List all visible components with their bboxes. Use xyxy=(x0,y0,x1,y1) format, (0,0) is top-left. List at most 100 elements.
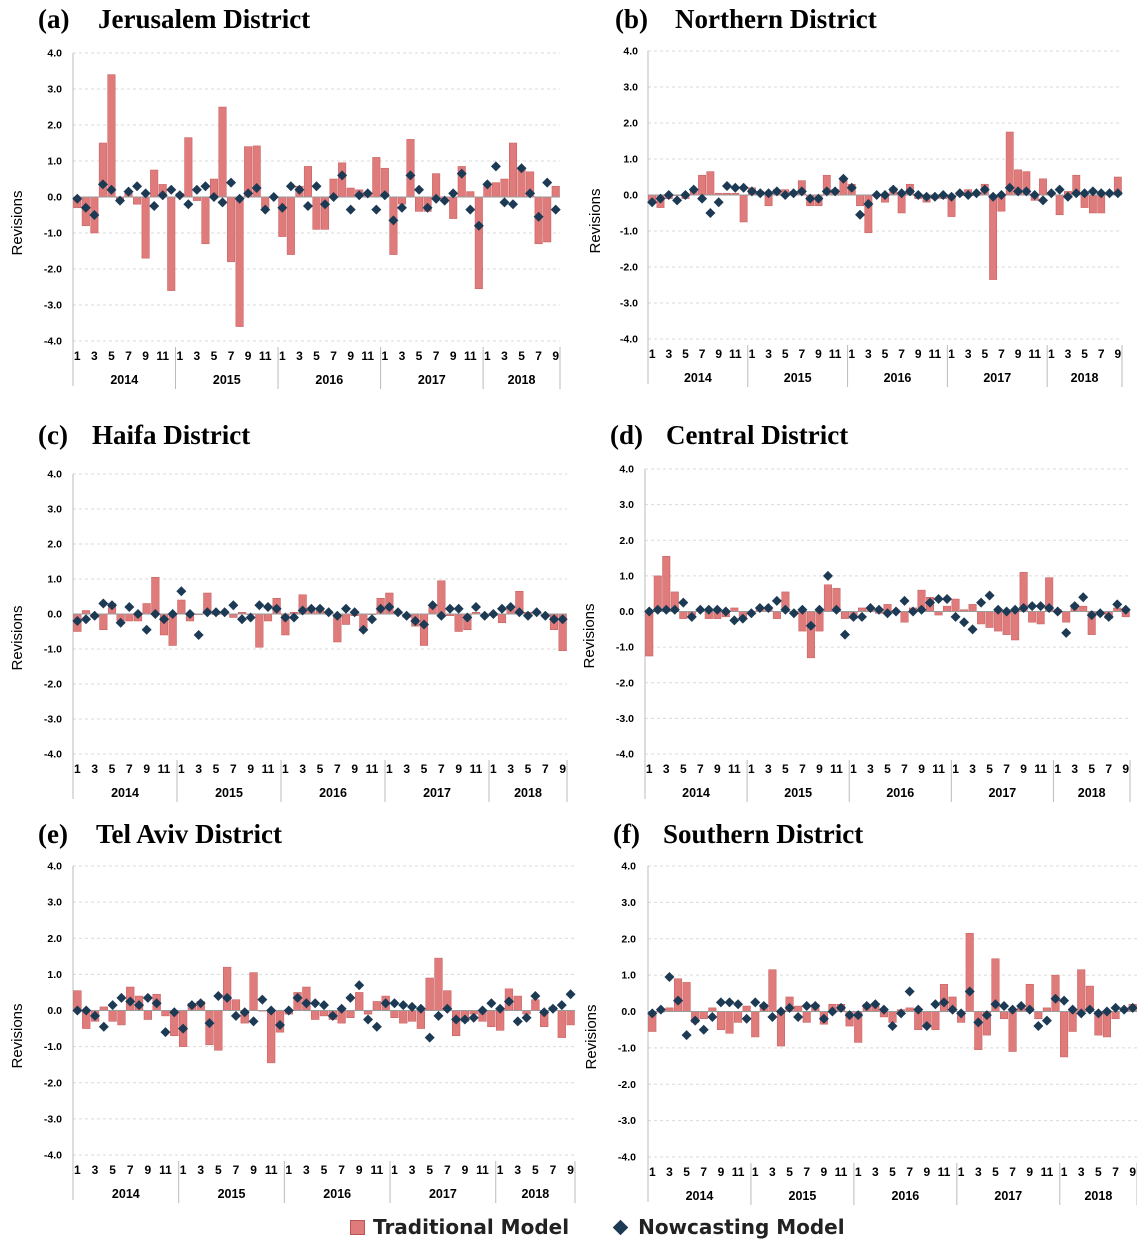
year-label: 2018 xyxy=(521,1187,549,1201)
bar-traditional xyxy=(739,194,748,223)
month-tick-label: 3 xyxy=(663,762,670,776)
y-tick-label: 0.0 xyxy=(619,606,634,618)
point-nowcasting xyxy=(984,590,995,601)
point-nowcasting xyxy=(1027,601,1038,612)
point-nowcasting xyxy=(114,195,125,206)
point-nowcasting xyxy=(801,1001,812,1012)
month-tick-label: 9 xyxy=(455,762,462,776)
point-nowcasting xyxy=(345,204,356,215)
point-nowcasting xyxy=(1103,611,1114,622)
point-nowcasting xyxy=(1069,601,1080,612)
point-nowcasting xyxy=(836,1002,847,1013)
point-nowcasting xyxy=(1071,188,1082,199)
point-nowcasting xyxy=(1044,602,1055,613)
point-nowcasting xyxy=(401,610,412,621)
bar-traditional xyxy=(716,1011,725,1030)
point-nowcasting xyxy=(899,595,910,606)
bar-traditional xyxy=(407,1010,417,1022)
point-nowcasting xyxy=(98,1021,109,1032)
bar-traditional xyxy=(1008,1011,1017,1052)
bar-traditional xyxy=(566,1010,575,1026)
bar-traditional xyxy=(372,1001,381,1011)
y-tick-label: -4.0 xyxy=(618,1152,636,1164)
point-nowcasting xyxy=(90,1010,101,1021)
year-label: 2016 xyxy=(315,373,343,387)
bar-traditional xyxy=(227,196,236,263)
point-nowcasting xyxy=(327,1010,338,1021)
month-tick-label: 7 xyxy=(126,762,133,776)
point-nowcasting xyxy=(557,614,568,625)
point-nowcasting xyxy=(547,1003,558,1014)
month-tick-label: 5 xyxy=(889,1165,896,1179)
bar-traditional xyxy=(934,611,943,616)
bar-traditional xyxy=(99,1006,108,1011)
bar-traditional xyxy=(201,196,210,245)
bar-traditional xyxy=(454,613,463,632)
point-nowcasting xyxy=(838,173,849,184)
month-tick-label: 3 xyxy=(1065,347,1072,361)
point-nowcasting xyxy=(405,170,416,181)
point-nowcasting xyxy=(219,607,230,618)
point-nowcasting xyxy=(367,614,377,625)
month-tick-label: 7 xyxy=(1112,1165,1119,1179)
month-tick-label: 5 xyxy=(992,1165,999,1179)
y-tick-label: 1.0 xyxy=(623,154,638,166)
month-tick-label: 1 xyxy=(952,762,959,776)
point-nowcasting xyxy=(908,606,919,617)
month-tick-label: 5 xyxy=(782,347,789,361)
y-tick-label: -4.0 xyxy=(620,334,638,346)
point-nowcasting xyxy=(80,202,91,213)
point-nowcasting xyxy=(389,998,400,1009)
point-nowcasting xyxy=(332,610,343,621)
point-nowcasting xyxy=(490,161,501,172)
point-nowcasting xyxy=(1096,188,1107,199)
year-label: 2017 xyxy=(423,786,451,800)
month-tick-label: 1 xyxy=(279,349,286,363)
month-tick-label: 5 xyxy=(682,347,689,361)
month-tick-label: 1 xyxy=(749,347,756,361)
point-nowcasting xyxy=(251,183,262,193)
point-nowcasting xyxy=(990,999,1001,1010)
month-tick-label: 7 xyxy=(697,762,704,776)
point-nowcasting xyxy=(266,1005,277,1016)
month-tick-label: 1 xyxy=(382,349,389,363)
point-nowcasting xyxy=(294,184,305,195)
point-nowcasting xyxy=(1127,1002,1137,1013)
y-tick-label: 1.0 xyxy=(47,156,62,168)
month-tick-label: 9 xyxy=(1114,347,1121,361)
point-nowcasting xyxy=(448,188,459,199)
bar-traditional xyxy=(1034,1011,1043,1020)
point-nowcasting xyxy=(301,998,312,1009)
y-tick-label: 0.0 xyxy=(47,609,62,621)
point-nowcasting xyxy=(271,603,282,614)
month-tick-label: 7 xyxy=(803,1165,810,1179)
month-tick-label: 7 xyxy=(334,762,341,776)
point-nowcasting xyxy=(414,184,425,195)
point-nowcasting xyxy=(647,1008,658,1019)
bar-traditional xyxy=(1079,605,1088,612)
panel-name: Haifa District xyxy=(92,420,251,450)
point-nowcasting xyxy=(115,617,126,628)
bar-traditional xyxy=(346,1010,355,1018)
point-nowcasting xyxy=(1010,604,1021,615)
point-nowcasting xyxy=(508,199,519,210)
month-tick-label: 5 xyxy=(317,762,324,776)
point-nowcasting xyxy=(183,199,194,210)
bar-traditional xyxy=(341,613,351,625)
month-tick-label: 9 xyxy=(718,1165,725,1179)
point-nowcasting xyxy=(336,1003,347,1014)
point-nowcasting xyxy=(388,215,399,226)
point-nowcasting xyxy=(142,992,153,1003)
y-tick-label: 3.0 xyxy=(47,84,62,96)
month-tick-label: 5 xyxy=(321,1163,328,1177)
bar-traditional xyxy=(425,977,434,1011)
month-tick-label: 3 xyxy=(765,762,772,776)
month-tick-label: 7 xyxy=(233,1163,240,1177)
month-tick-label: 9 xyxy=(462,1163,469,1177)
point-nowcasting xyxy=(473,220,484,231)
month-tick-label: 1 xyxy=(649,1165,656,1179)
month-tick-label: 1 xyxy=(484,349,491,363)
month-tick-label: 7 xyxy=(230,762,237,776)
legend-item-traditional: Traditional Model xyxy=(350,1215,569,1239)
month-tick-label: 3 xyxy=(665,347,672,361)
